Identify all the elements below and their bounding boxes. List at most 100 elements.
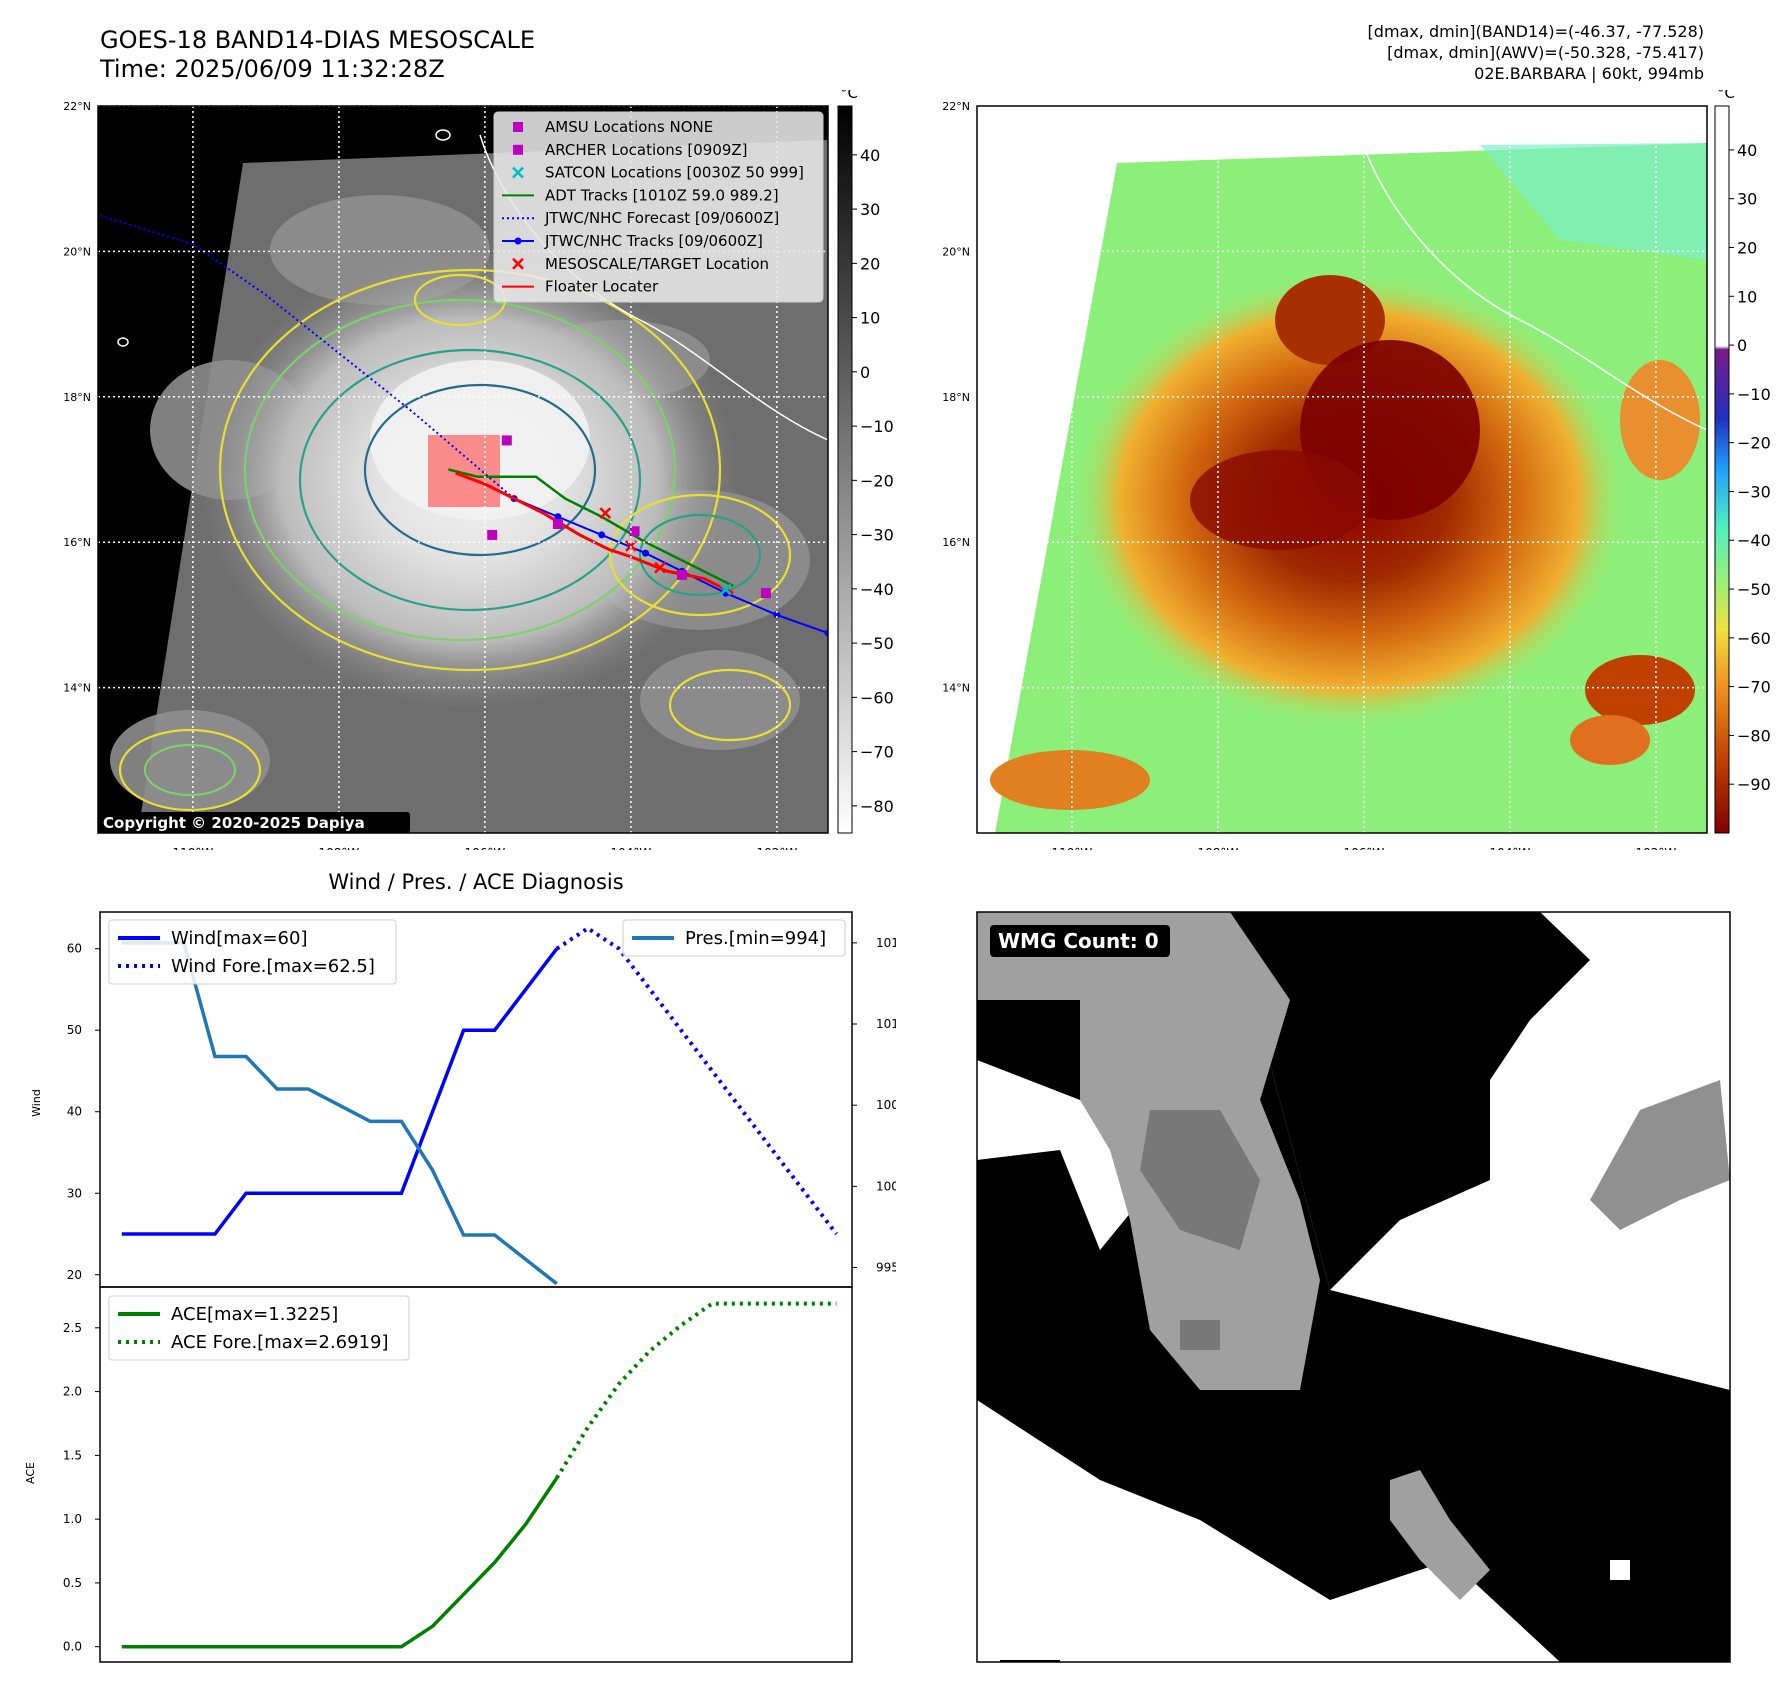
legend-label: JTWC/NHC Forecast [09/0600Z]: [544, 209, 779, 227]
ir-legend: AMSU Locations NONE ARCHER Locations [090…: [493, 111, 824, 303]
wind-axis-label: Wind: [30, 1089, 43, 1117]
ace-series-1: [555, 1301, 837, 1480]
ir-colorbar-tick: −10: [860, 417, 894, 436]
wind-y2tick-label: 1015: [876, 936, 896, 950]
wind-y2tick-label: 1010: [876, 1017, 896, 1031]
awv-colorbar-unit: °C: [1717, 90, 1735, 102]
awv-lat-tick: 22°N: [942, 100, 970, 113]
wind-legend: Wind[max=60] Wind Fore.[max=62.5]: [108, 919, 397, 985]
awv-colorbar-tick: 40: [1737, 141, 1757, 160]
ace-legend: ACE[max=1.3225] ACE Fore.[max=2.6919]: [108, 1295, 410, 1361]
wmg-count-box: [990, 925, 1170, 957]
floater-box: [428, 435, 500, 507]
figure-time: Time: 2025/06/09 11:32:28Z: [100, 55, 445, 83]
awv-lon-tick: 110°W: [1052, 846, 1093, 850]
legend-box: [108, 1295, 410, 1361]
legend-marker-dot: [514, 237, 522, 245]
jtwc-track-point: [773, 611, 781, 619]
legend-label: Pres.[min=994]: [685, 928, 826, 949]
awv-map-panel: 110°W 108°W 106°W 104°W 102°W 22°N 20°N 18°N 16°…: [942, 90, 1771, 850]
legend-label: Wind[max=60]: [171, 928, 308, 949]
legend-box: [622, 919, 846, 957]
ace-series-0: [121, 1477, 559, 1649]
archer-marker: [760, 588, 771, 599]
ace-ytick-label: 1.5: [63, 1448, 82, 1462]
copyright-text: Copyright © 2020-2025 Dapiya: [103, 814, 365, 832]
awv-colorbar-tick: −10: [1737, 385, 1771, 404]
jtwc-track-point: [824, 629, 828, 637]
legend-label: AMSU Locations NONE: [545, 118, 713, 136]
figure-title: GOES-18 BAND14-DIAS MESOSCALE: [100, 26, 536, 54]
awv-lon-tick: 104°W: [1490, 846, 1531, 850]
wmg-panel: WMG Count: 0: [976, 911, 1731, 1663]
storm-info: 02E.BARBARA | 60kt, 994mb: [1474, 64, 1704, 83]
ace-ytick-label: 0.0: [63, 1640, 82, 1654]
awv-lon-tick: 106°W: [1344, 846, 1385, 850]
awv-colorbar-tick: −60: [1737, 629, 1771, 648]
awv-lat-tick: 14°N: [942, 682, 970, 695]
legend-box: [108, 919, 397, 985]
legend-marker-x: [512, 166, 524, 179]
target-marker: [654, 561, 666, 574]
ir-colorbar-tick: −50: [860, 634, 894, 653]
legend-marker-square: [513, 144, 523, 155]
legend-label: MESOSCALE/TARGET Location: [545, 255, 769, 273]
archer-marker: [487, 529, 498, 540]
ir-map-panel: 110°W 108°W 106°W 104°W 102°W 22°N 20°N 18°N 16°…: [63, 90, 894, 850]
satcon-marker: [719, 583, 732, 596]
legend-label: ACE Fore.[max=2.6919]: [171, 1332, 389, 1353]
jtwc-track-point: [642, 549, 649, 557]
wmg-count-label: WMG Count: 0: [998, 929, 1159, 953]
awv-lat-tick: 16°N: [942, 536, 970, 549]
ace-ytick-label: 1.0: [63, 1512, 82, 1526]
wind-series-1: [555, 925, 839, 1236]
ir-colorbar-tick: 0: [860, 363, 870, 382]
wind-y2tick-label: 1005: [876, 1098, 896, 1112]
pressure-legend: Pres.[min=994]: [622, 919, 846, 957]
ir-map-frame: [97, 105, 829, 834]
ir-colorbar-tick: −30: [860, 526, 894, 545]
awv-colorbar-tick: −20: [1737, 434, 1771, 453]
jtwc-track-line: [513, 497, 828, 635]
ir-colorbar-tick: −20: [860, 471, 894, 490]
ir-lon-tick: 110°W: [173, 846, 214, 850]
awv-lon-tick: 108°W: [1198, 846, 1239, 850]
target-marker: [599, 507, 612, 520]
adt-track-line: [448, 468, 734, 587]
ir-lat-tick: 16°N: [63, 536, 91, 549]
ir-lon-tick: 104°W: [611, 846, 652, 850]
awv-colorbar-tick: 0: [1737, 336, 1747, 355]
jtwc-forecast-line: [98, 214, 515, 500]
awv-colorbar: [1714, 105, 1730, 834]
ir-colorbar-tick: 40: [860, 146, 880, 165]
wind-ytick-label: 20: [67, 1268, 82, 1282]
ir-colorbar: [837, 105, 853, 834]
awv-colorbar-tick: −90: [1737, 775, 1771, 794]
wind-series-0: [121, 947, 559, 1236]
legend-label: JTWC/NHC Tracks [09/0600Z]: [544, 232, 763, 250]
awv-lat-tick: 20°N: [942, 245, 970, 258]
awv-colorbar-tick: 20: [1737, 238, 1757, 257]
ace-ytick-label: 0.5: [63, 1576, 82, 1590]
jtwc-track-point: [598, 531, 606, 539]
wind-y2tick-label: 1000: [876, 1179, 896, 1193]
legend-marker-x: [512, 257, 524, 270]
ir-colorbar-tick: −40: [860, 580, 894, 599]
ir-colorbar-tick: 10: [860, 309, 880, 328]
ir-colorbar-tick: 30: [860, 200, 880, 219]
archer-marker: [629, 526, 640, 537]
ace-axis-label: ACE: [24, 1462, 37, 1484]
archer-marker: [552, 519, 563, 530]
awv-colorbar-tick: −50: [1737, 580, 1771, 599]
legend-label: SATCON Locations [0030Z 50 999]: [545, 164, 804, 182]
wind-y2tick-label: 995: [876, 1261, 896, 1275]
awv-map-frame: [976, 105, 1708, 834]
ir-colorbar-tick: 20: [860, 254, 880, 273]
legend-label: ACE[max=1.3225]: [171, 1304, 338, 1325]
ir-lat-tick: 22°N: [63, 100, 91, 113]
ir-lon-tick: 106°W: [465, 846, 506, 850]
awv-colorbar-tick: −30: [1737, 482, 1771, 501]
legend-label: ARCHER Locations [0909Z]: [545, 141, 748, 159]
ir-colorbar-tick: −70: [860, 743, 894, 762]
awv-colorbar-tick: 10: [1737, 287, 1757, 306]
